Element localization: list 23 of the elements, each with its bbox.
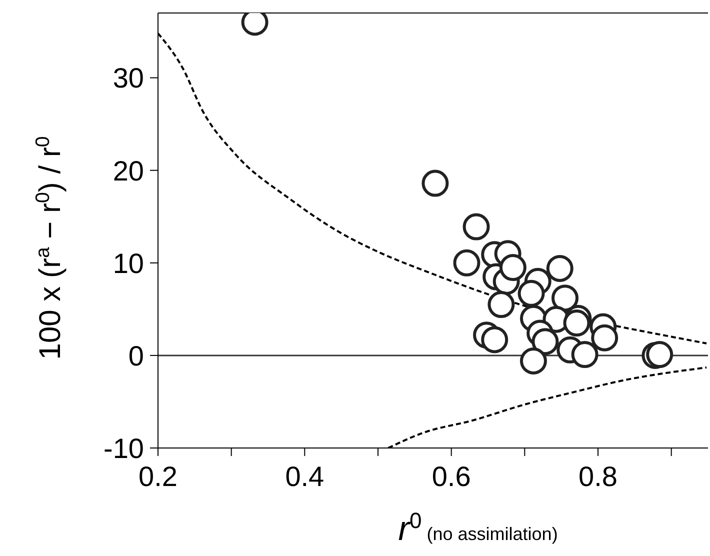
- point: [518, 280, 545, 307]
- y-tick-label: 10: [112, 248, 144, 279]
- point: [499, 254, 526, 282]
- point: [488, 291, 515, 318]
- x-tick-label: 0.6: [432, 460, 471, 492]
- point: [481, 326, 508, 354]
- point: [422, 170, 449, 197]
- point: [571, 341, 598, 368]
- x-tick-label: 0.8: [578, 460, 618, 492]
- point: [520, 348, 547, 374]
- point: [546, 254, 574, 282]
- point: [453, 249, 480, 276]
- y-tick-label: 0: [128, 340, 144, 372]
- y-tick-label: 30: [112, 62, 144, 94]
- point: [563, 310, 590, 337]
- y-tick-label: 20: [112, 155, 144, 186]
- point: [646, 341, 674, 368]
- x-axis-title: r$^{0}$ (no assimilation): [398, 508, 558, 548]
- point: [532, 328, 559, 356]
- x-tick-label: 0.4: [285, 460, 324, 492]
- point: [552, 284, 578, 312]
- point: [462, 213, 490, 240]
- point: [591, 324, 618, 352]
